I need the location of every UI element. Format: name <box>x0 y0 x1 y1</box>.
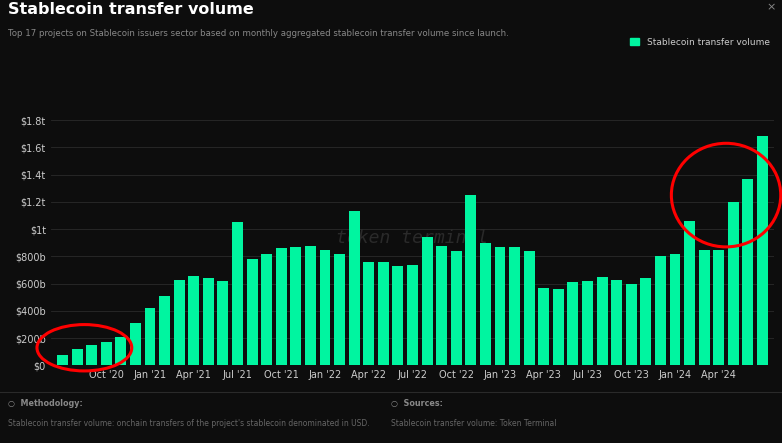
Bar <box>597 277 608 365</box>
Bar <box>713 249 724 365</box>
Bar <box>407 264 418 365</box>
Bar <box>421 237 432 365</box>
Bar <box>290 247 301 365</box>
Bar <box>698 249 709 365</box>
Bar <box>568 282 579 365</box>
Bar <box>72 349 83 365</box>
Bar <box>276 248 287 365</box>
Text: token terminal: token terminal <box>336 229 489 247</box>
Bar <box>305 245 316 365</box>
Bar <box>742 179 753 365</box>
Bar <box>538 288 549 365</box>
Bar <box>320 249 331 365</box>
Bar <box>261 254 272 365</box>
Bar <box>728 202 739 365</box>
Bar <box>393 266 404 365</box>
Bar <box>378 262 389 365</box>
Bar <box>669 254 680 365</box>
Bar <box>130 323 141 365</box>
Bar <box>364 262 375 365</box>
Text: Stablecoin transfer volume: Stablecoin transfer volume <box>8 2 253 17</box>
Bar <box>524 251 535 365</box>
Bar <box>116 337 127 365</box>
Bar <box>436 245 447 365</box>
Bar <box>612 280 622 365</box>
Bar <box>465 195 476 365</box>
Bar <box>86 345 97 365</box>
Bar <box>57 354 68 365</box>
Bar <box>509 247 520 365</box>
Bar <box>159 296 170 365</box>
Text: Stablecoin transfer volume: onchain transfers of the project's stablecoin denomi: Stablecoin transfer volume: onchain tran… <box>8 419 369 427</box>
Bar <box>582 281 593 365</box>
Text: ○  Methodology:: ○ Methodology: <box>8 399 83 408</box>
Bar <box>640 278 651 365</box>
Bar <box>232 222 243 365</box>
Bar <box>217 281 228 365</box>
Bar <box>757 136 768 365</box>
Bar <box>145 308 156 365</box>
Text: Stablecoin transfer volume: Token Terminal: Stablecoin transfer volume: Token Termin… <box>391 419 557 427</box>
Bar <box>480 243 491 365</box>
Bar <box>349 211 360 365</box>
Text: ×: × <box>766 2 776 12</box>
Text: Top 17 projects on Stablecoin issuers sector based on monthly aggregated stablec: Top 17 projects on Stablecoin issuers se… <box>8 29 508 38</box>
Bar <box>101 342 112 365</box>
Bar <box>334 254 345 365</box>
Text: ○  Sources:: ○ Sources: <box>391 399 443 408</box>
Bar <box>188 276 199 365</box>
Bar <box>684 221 695 365</box>
Bar <box>450 251 461 365</box>
Bar <box>203 278 213 365</box>
Bar <box>553 289 564 365</box>
Bar <box>494 247 505 365</box>
Legend: Stablecoin transfer volume: Stablecoin transfer volume <box>630 38 769 47</box>
Bar <box>626 284 637 365</box>
Bar <box>655 256 666 365</box>
Bar <box>246 259 257 365</box>
Bar <box>174 280 185 365</box>
